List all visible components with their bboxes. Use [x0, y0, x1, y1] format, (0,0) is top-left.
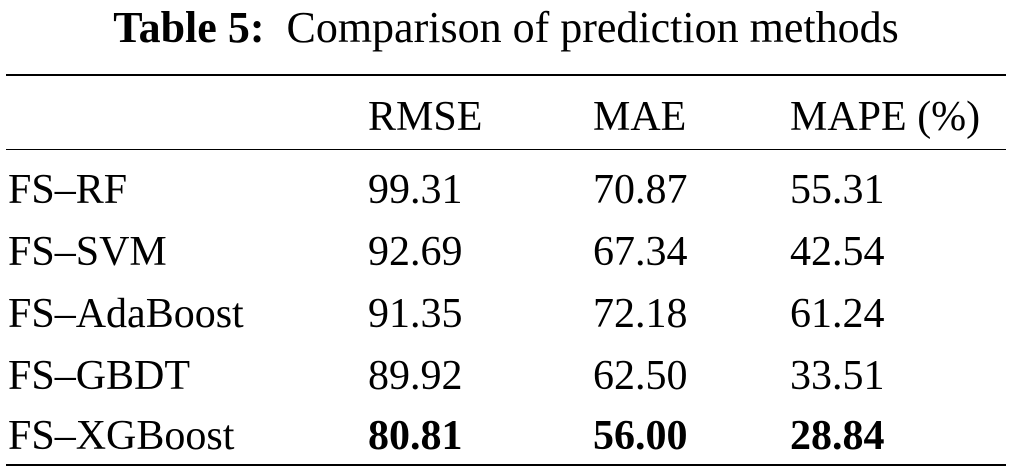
- rmse-cell: 92.69: [368, 229, 463, 275]
- method-cell: FS–SVM: [8, 229, 167, 275]
- method-cell: FS–RF: [8, 167, 128, 213]
- rmse-cell: 99.31: [368, 167, 463, 213]
- rmse-cell: 91.35: [368, 291, 463, 337]
- caption-label: Table 5:: [113, 3, 265, 52]
- mae-cell: 72.18: [593, 291, 688, 337]
- rmse-cell-best: 80.81: [368, 413, 463, 459]
- top-rule: [6, 74, 1006, 76]
- mape-cell: 33.51: [790, 353, 885, 399]
- header-mae: MAE: [593, 94, 687, 140]
- mape-cell-best: 28.84: [790, 413, 885, 459]
- caption-text: Comparison of prediction methods: [286, 3, 899, 52]
- rmse-cell: 89.92: [368, 353, 463, 399]
- mae-cell: 62.50: [593, 353, 688, 399]
- mae-cell-best: 56.00: [593, 413, 688, 459]
- table-caption: Table 5: Comparison of prediction method…: [0, 0, 1012, 56]
- method-cell: FS–GBDT: [8, 353, 191, 399]
- header-rule: [6, 149, 1006, 150]
- mape-cell: 42.54: [790, 229, 885, 275]
- header-mape: MAPE (%): [790, 94, 981, 140]
- method-cell: FS–AdaBoost: [8, 291, 244, 337]
- mae-cell: 70.87: [593, 167, 688, 213]
- bottom-rule: [6, 464, 1006, 466]
- mae-cell: 67.34: [593, 229, 688, 275]
- method-cell: FS–XGBoost: [8, 413, 235, 459]
- mape-cell: 55.31: [790, 167, 885, 213]
- mape-cell: 61.24: [790, 291, 885, 337]
- header-rmse: RMSE: [368, 94, 483, 140]
